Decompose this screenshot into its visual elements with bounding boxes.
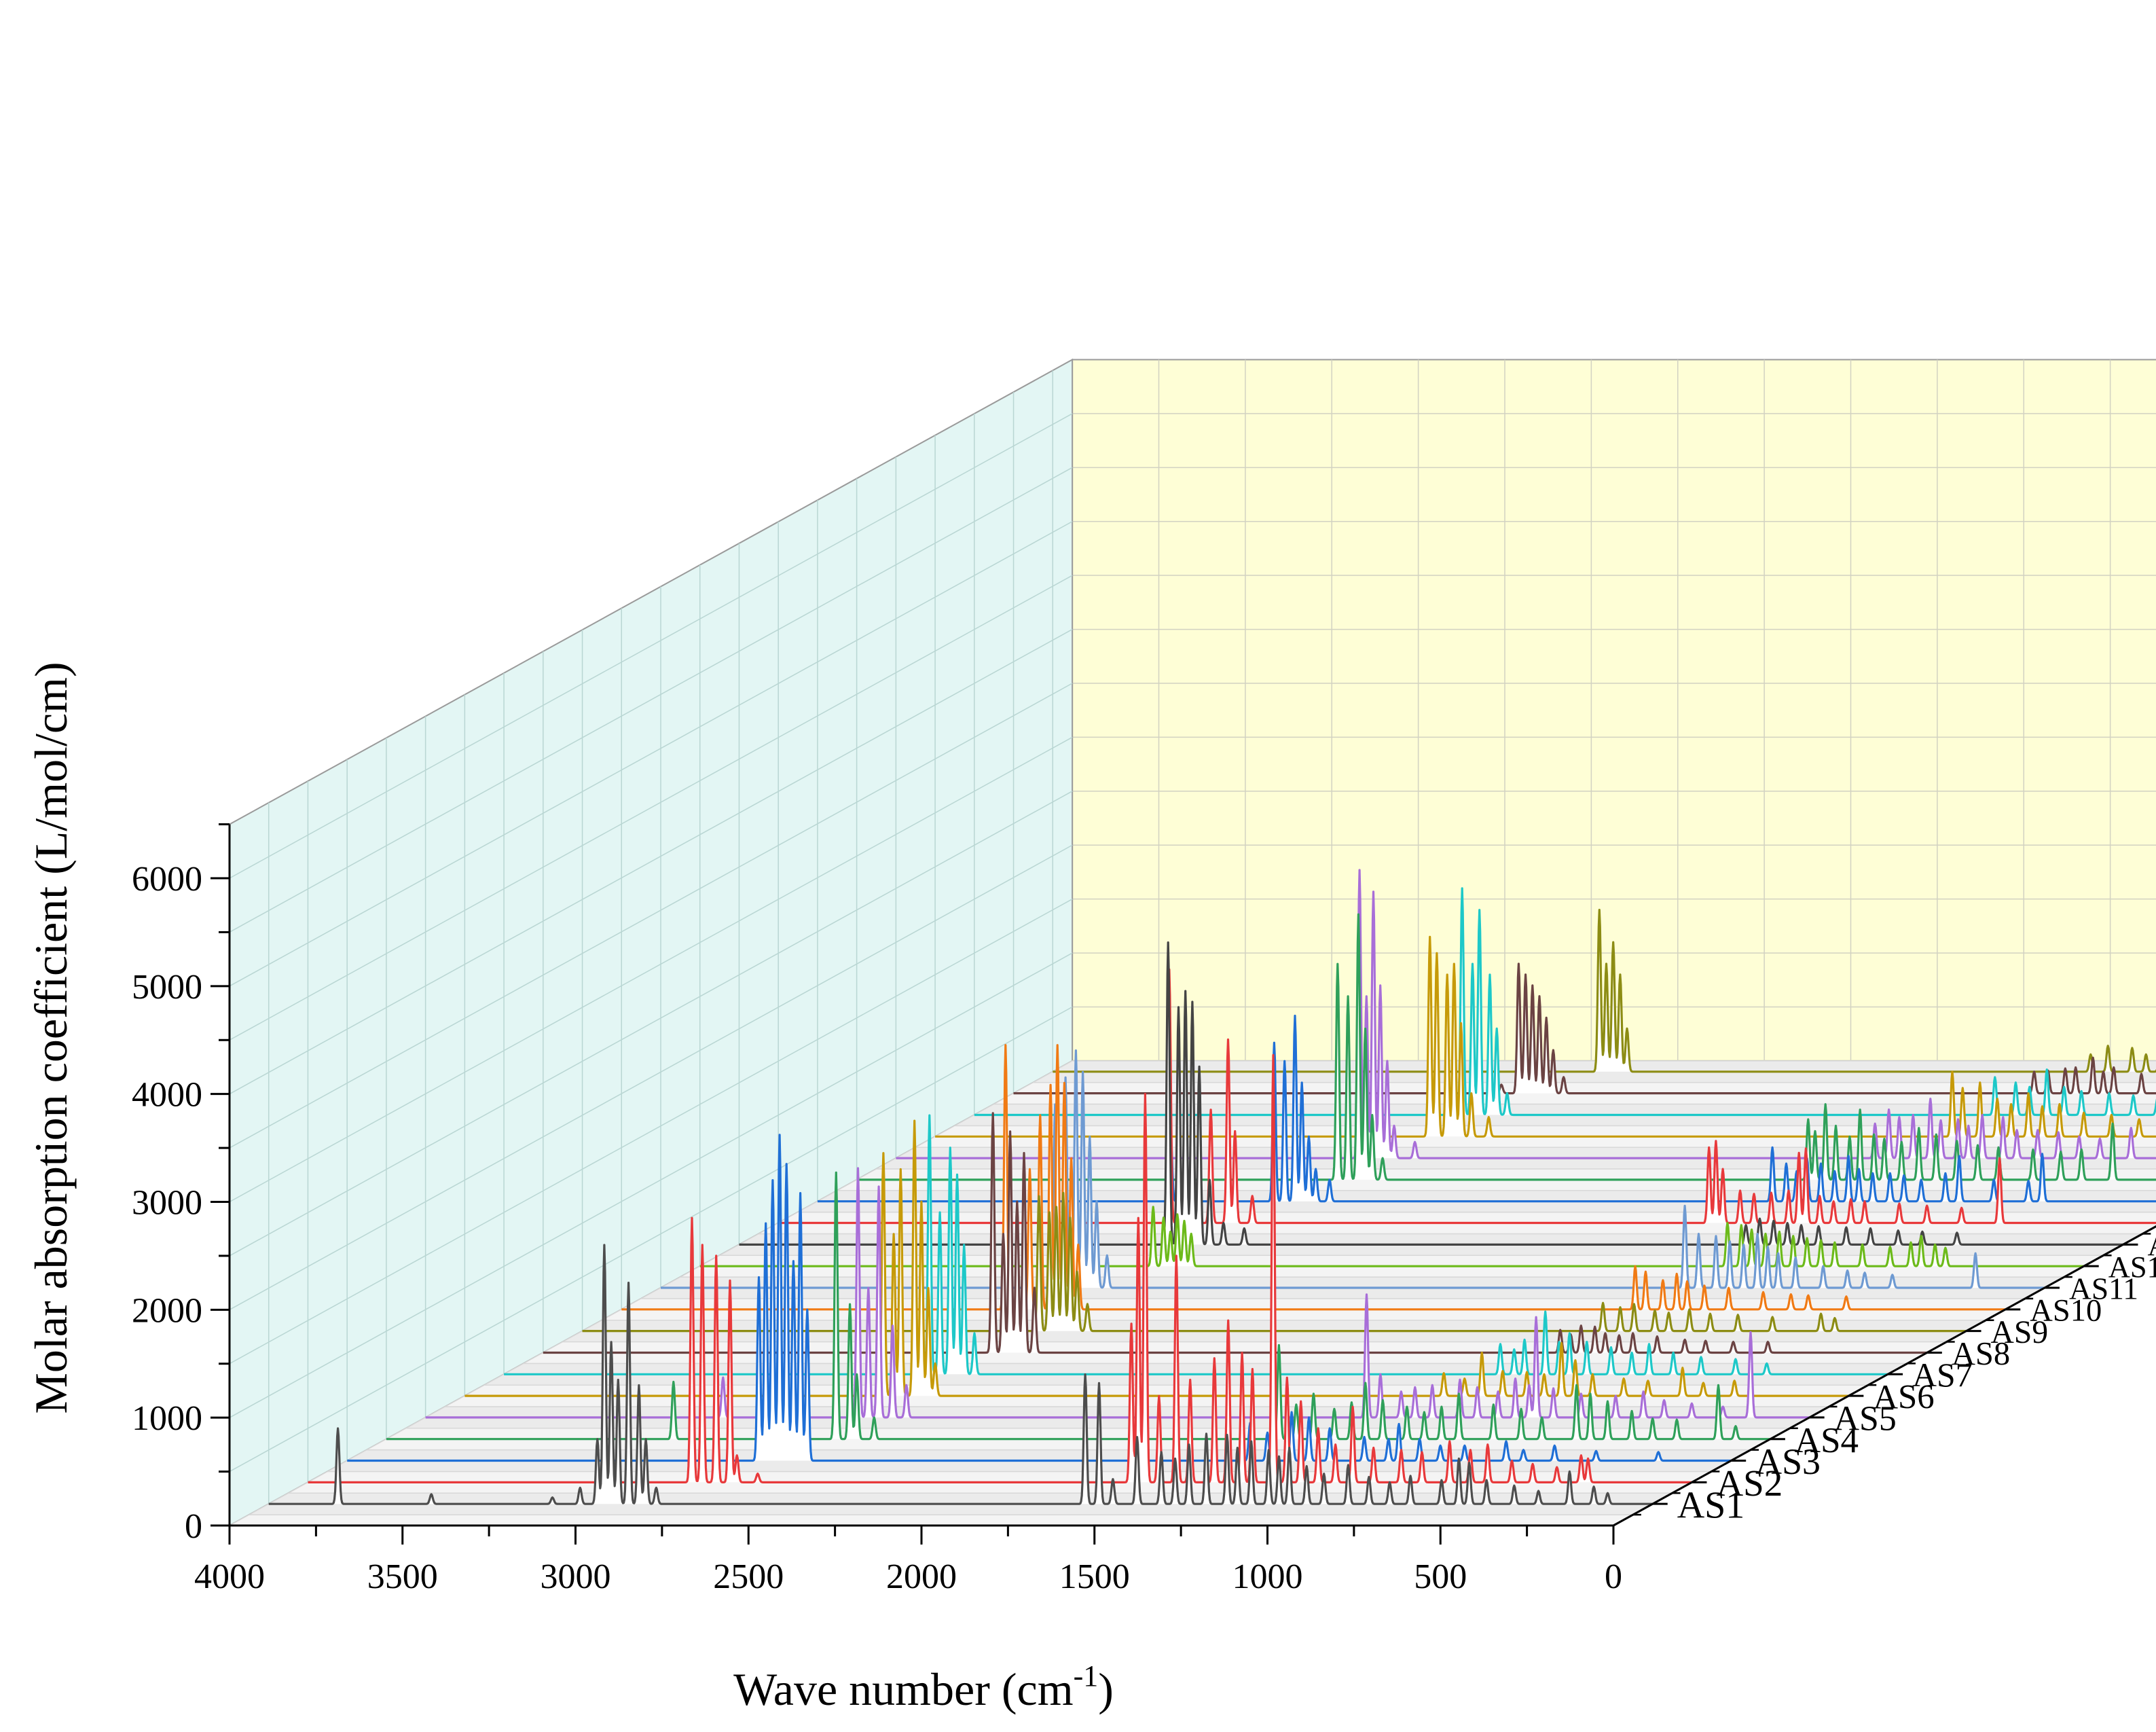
z-axis: AS1AS2AS3AS4AS5AS6AS7AS8AS9AS10AS11AS12A… (1613, 1225, 2156, 1527)
y-tick-label: 2000 (132, 1291, 202, 1330)
side-wall-gridline-y (229, 628, 1073, 1095)
series-label: AS11 (2069, 1271, 2138, 1305)
side-wall (229, 358, 1074, 1527)
x-axis-title-sup: -1 (1074, 1659, 1099, 1693)
y-tick-label: 0 (185, 1507, 202, 1546)
series-label: AS13 (2147, 1229, 2156, 1262)
floor-band (229, 1514, 1634, 1526)
side-wall-gridline-y (229, 521, 1073, 987)
side-wall-gridline-y (229, 736, 1073, 1203)
z-axis-line (1613, 1225, 2156, 1527)
side-wall-gridline-y (229, 899, 1073, 1365)
x-tick-label: 3500 (367, 1557, 438, 1596)
series-fill-as12 (699, 1206, 2084, 1267)
series-label: AS2 (1716, 1462, 1783, 1504)
x-tick-label: 3000 (541, 1557, 611, 1596)
y-tick-label: 4000 (132, 1076, 202, 1115)
series-label: AS5 (1834, 1400, 1897, 1439)
x-tick-label: 500 (1414, 1557, 1467, 1596)
series-line-as6 (464, 1119, 1849, 1397)
series-label: AS7 (1912, 1356, 1972, 1394)
side-wall-gridline-y (229, 952, 1073, 1418)
x-axis: 4000 3500 3000 2500 2000 1500 1000 500 0 (194, 1524, 1622, 1596)
series-label: AS6 (1873, 1377, 1934, 1415)
series-label: AS10 (2030, 1294, 2102, 1329)
y-tick-label: 6000 (132, 860, 202, 899)
series-line-as20 (1012, 962, 2156, 1095)
side-wall-gridline-y (229, 467, 1073, 933)
series-label: AS1 (1677, 1484, 1745, 1526)
y-axis-title: Molar absorption coefficient (L/mol/cm) (25, 662, 77, 1413)
y-tick-label: 5000 (132, 968, 202, 1007)
x-tick-label: 1500 (1059, 1557, 1130, 1596)
side-wall-gridline-y (229, 791, 1073, 1257)
series-line-as19 (974, 887, 2156, 1117)
side-wall-gridline-y (229, 844, 1073, 1310)
series-line-as10 (621, 1044, 2006, 1311)
side-wall-gridline-y (229, 575, 1073, 1041)
y-tick-label: 3000 (132, 1184, 202, 1223)
series-label: AS12 (2108, 1250, 2156, 1284)
series-line-as7 (503, 1114, 1888, 1375)
y-axis: 0 1000 2000 3000 4000 5000 6000 (132, 823, 231, 1546)
back-wall (1072, 359, 2156, 1062)
series-label: AS9 (1991, 1315, 2049, 1350)
series-label: AS3 (1755, 1441, 1821, 1482)
series-label: AS4 (1795, 1421, 1859, 1460)
axis-titles: Wave number (cm-1) Molar absorption coeff… (25, 662, 1114, 1715)
x-tick-label: 4000 (194, 1557, 265, 1596)
y-tick-label: 1000 (132, 1399, 202, 1438)
x-axis-title: Wave number (cm-1) (733, 1659, 1114, 1715)
side-wall-gridline-y (229, 683, 1073, 1149)
series-line-as3 (346, 1134, 1732, 1462)
series-line-as17 (895, 869, 2156, 1159)
x-axis-title-tail: ) (1098, 1663, 1114, 1715)
x-tick-label: 2500 (713, 1557, 784, 1596)
series-label: AS8 (1952, 1335, 2010, 1372)
series-line-as13 (738, 941, 2123, 1246)
x-tick-label: 1000 (1232, 1557, 1303, 1596)
series-group (268, 869, 2156, 1505)
series-line-as16 (856, 913, 2156, 1181)
x-tick-label: 2000 (886, 1557, 957, 1596)
series-line-as1 (268, 1244, 1653, 1505)
x-tick-label: 0 (1605, 1557, 1622, 1596)
side-wall-gridline-y (229, 1006, 1073, 1473)
side-wall-gridline-y (229, 413, 1073, 879)
